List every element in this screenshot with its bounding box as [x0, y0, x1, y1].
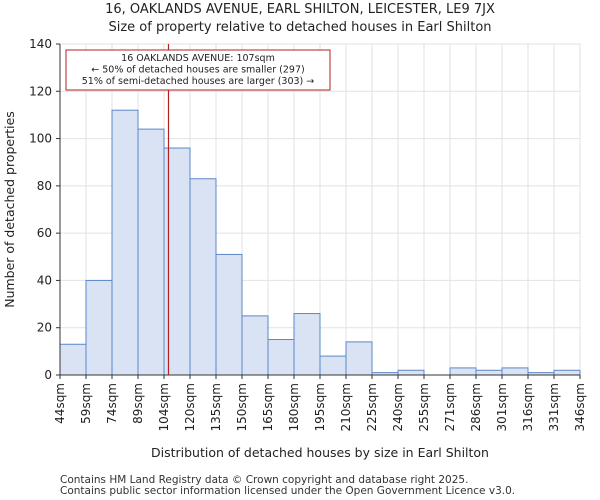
x-tick-label: 120sqm [183, 383, 197, 431]
bar [397, 369, 425, 376]
x-tick-label: 104sqm [157, 383, 171, 431]
x-tick-label: 89sqm [131, 383, 145, 424]
bar [319, 355, 347, 376]
x-tick-label: 180sqm [287, 383, 301, 431]
bar [59, 343, 87, 376]
x-tick-label: 255sqm [417, 383, 431, 431]
x-tick-label: 316sqm [521, 383, 535, 431]
x-tick-label: 150sqm [235, 383, 249, 431]
bar [267, 339, 295, 376]
x-tick-label: 331sqm [547, 383, 561, 431]
x-tick-label: 240sqm [391, 383, 405, 431]
bar [449, 367, 477, 376]
y-tick-label: 80 [37, 179, 52, 193]
y-tick-label: 0 [44, 368, 52, 382]
x-tick-label: 135sqm [209, 383, 223, 431]
bar [137, 128, 165, 376]
x-tick-label: 271sqm [443, 383, 457, 431]
y-axis-label: Number of detached properties [2, 111, 17, 308]
bar [241, 315, 269, 376]
bar [345, 341, 373, 376]
x-tick-label: 59sqm [79, 383, 93, 424]
bar [475, 369, 503, 376]
y-tick-label: 60 [37, 226, 52, 240]
bar [111, 109, 139, 376]
y-tick-label: 100 [29, 132, 52, 146]
y-tick-label: 20 [37, 321, 52, 335]
footer-line-2: Contains public sector information licen… [60, 485, 516, 497]
x-tick-label: 44sqm [53, 383, 67, 424]
x-tick-label: 346sqm [573, 383, 587, 431]
x-tick-label: 195sqm [313, 383, 327, 431]
annotation-line-2: ← 50% of detached houses are smaller (29… [91, 65, 304, 76]
x-tick-label: 210sqm [339, 383, 353, 431]
bar [553, 369, 581, 376]
y-tick-label: 140 [29, 37, 52, 51]
x-axis-label: Distribution of detached houses by size … [151, 445, 489, 460]
x-tick-label: 286sqm [469, 383, 483, 431]
histogram-chart: 0 20 40 60 80 100 120 140 44sqm 59sqm 74sqm 89sqm 10… [2, 37, 587, 460]
annotation-box [65, 49, 331, 91]
chart-title: 16, OAKLANDS AVENUE, EARL SHILTON, LEICE… [105, 2, 495, 17]
chart-subtitle: Size of property relative to detached ho… [108, 20, 492, 35]
x-tick-label: 165sqm [261, 383, 275, 431]
bar [501, 367, 529, 376]
bar [215, 253, 243, 376]
bar [85, 279, 113, 376]
bar [293, 313, 321, 376]
annotation-line-3: 51% of semi-detached houses are larger (… [82, 76, 315, 87]
x-tick-label: 301sqm [495, 383, 509, 431]
y-tick-label: 120 [29, 84, 52, 98]
x-tick-label: 225sqm [365, 383, 379, 431]
annotation-line-1: 16 OAKLANDS AVENUE: 107sqm [121, 53, 275, 64]
y-tick-label: 40 [37, 273, 52, 287]
x-tick-label: 74sqm [105, 383, 119, 424]
bar [189, 178, 217, 376]
footer-line-1: Contains HM Land Registry data © Crown c… [60, 474, 469, 486]
